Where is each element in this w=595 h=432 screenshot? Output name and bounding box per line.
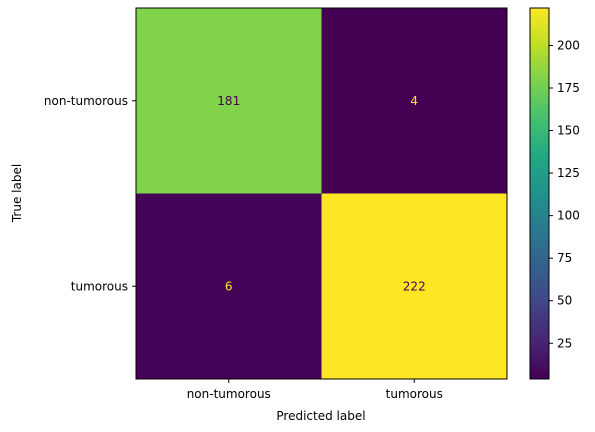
cell-value-label: 181 (217, 94, 240, 108)
colorbar-tick-label: 75 (557, 251, 572, 265)
colorbar (529, 7, 550, 380)
colorbar-tick-label: 25 (557, 336, 572, 350)
cell-value-label: 222 (403, 279, 426, 293)
x-axis-title: Predicted label (276, 409, 365, 423)
colorbar-tick-label: 150 (557, 124, 580, 138)
y-tick-label: tumorous (71, 279, 128, 293)
cell-value-label: 6 (225, 279, 233, 293)
x-tick-label: tumorous (386, 387, 443, 401)
heatmap-cell (136, 193, 322, 379)
colorbar-tick-label: 200 (557, 38, 580, 52)
colorbar-tick-label: 50 (557, 294, 572, 308)
colorbar-tick-label: 175 (557, 81, 580, 95)
colorbar-tick-label: 125 (557, 166, 580, 180)
y-tick-label: non-tumorous (44, 94, 128, 108)
x-tick-label: non-tumorous (187, 387, 271, 401)
heatmap-cell (321, 193, 507, 379)
y-axis: non-tumorous tumorous (44, 94, 136, 293)
cell-value-label: 4 (410, 94, 418, 108)
colorbar-axis: 25 50 75 100 125 150 175 200 (549, 38, 580, 350)
heatmap-cells: 181 4 6 222 (136, 8, 507, 379)
heatmap-cell (321, 8, 507, 194)
y-axis-title: True label (10, 164, 24, 223)
x-axis: non-tumorous tumorous (187, 379, 443, 401)
heatmap-cell (136, 8, 322, 194)
plot-frame (135, 7, 508, 380)
colorbar-tick-label: 100 (557, 209, 580, 223)
